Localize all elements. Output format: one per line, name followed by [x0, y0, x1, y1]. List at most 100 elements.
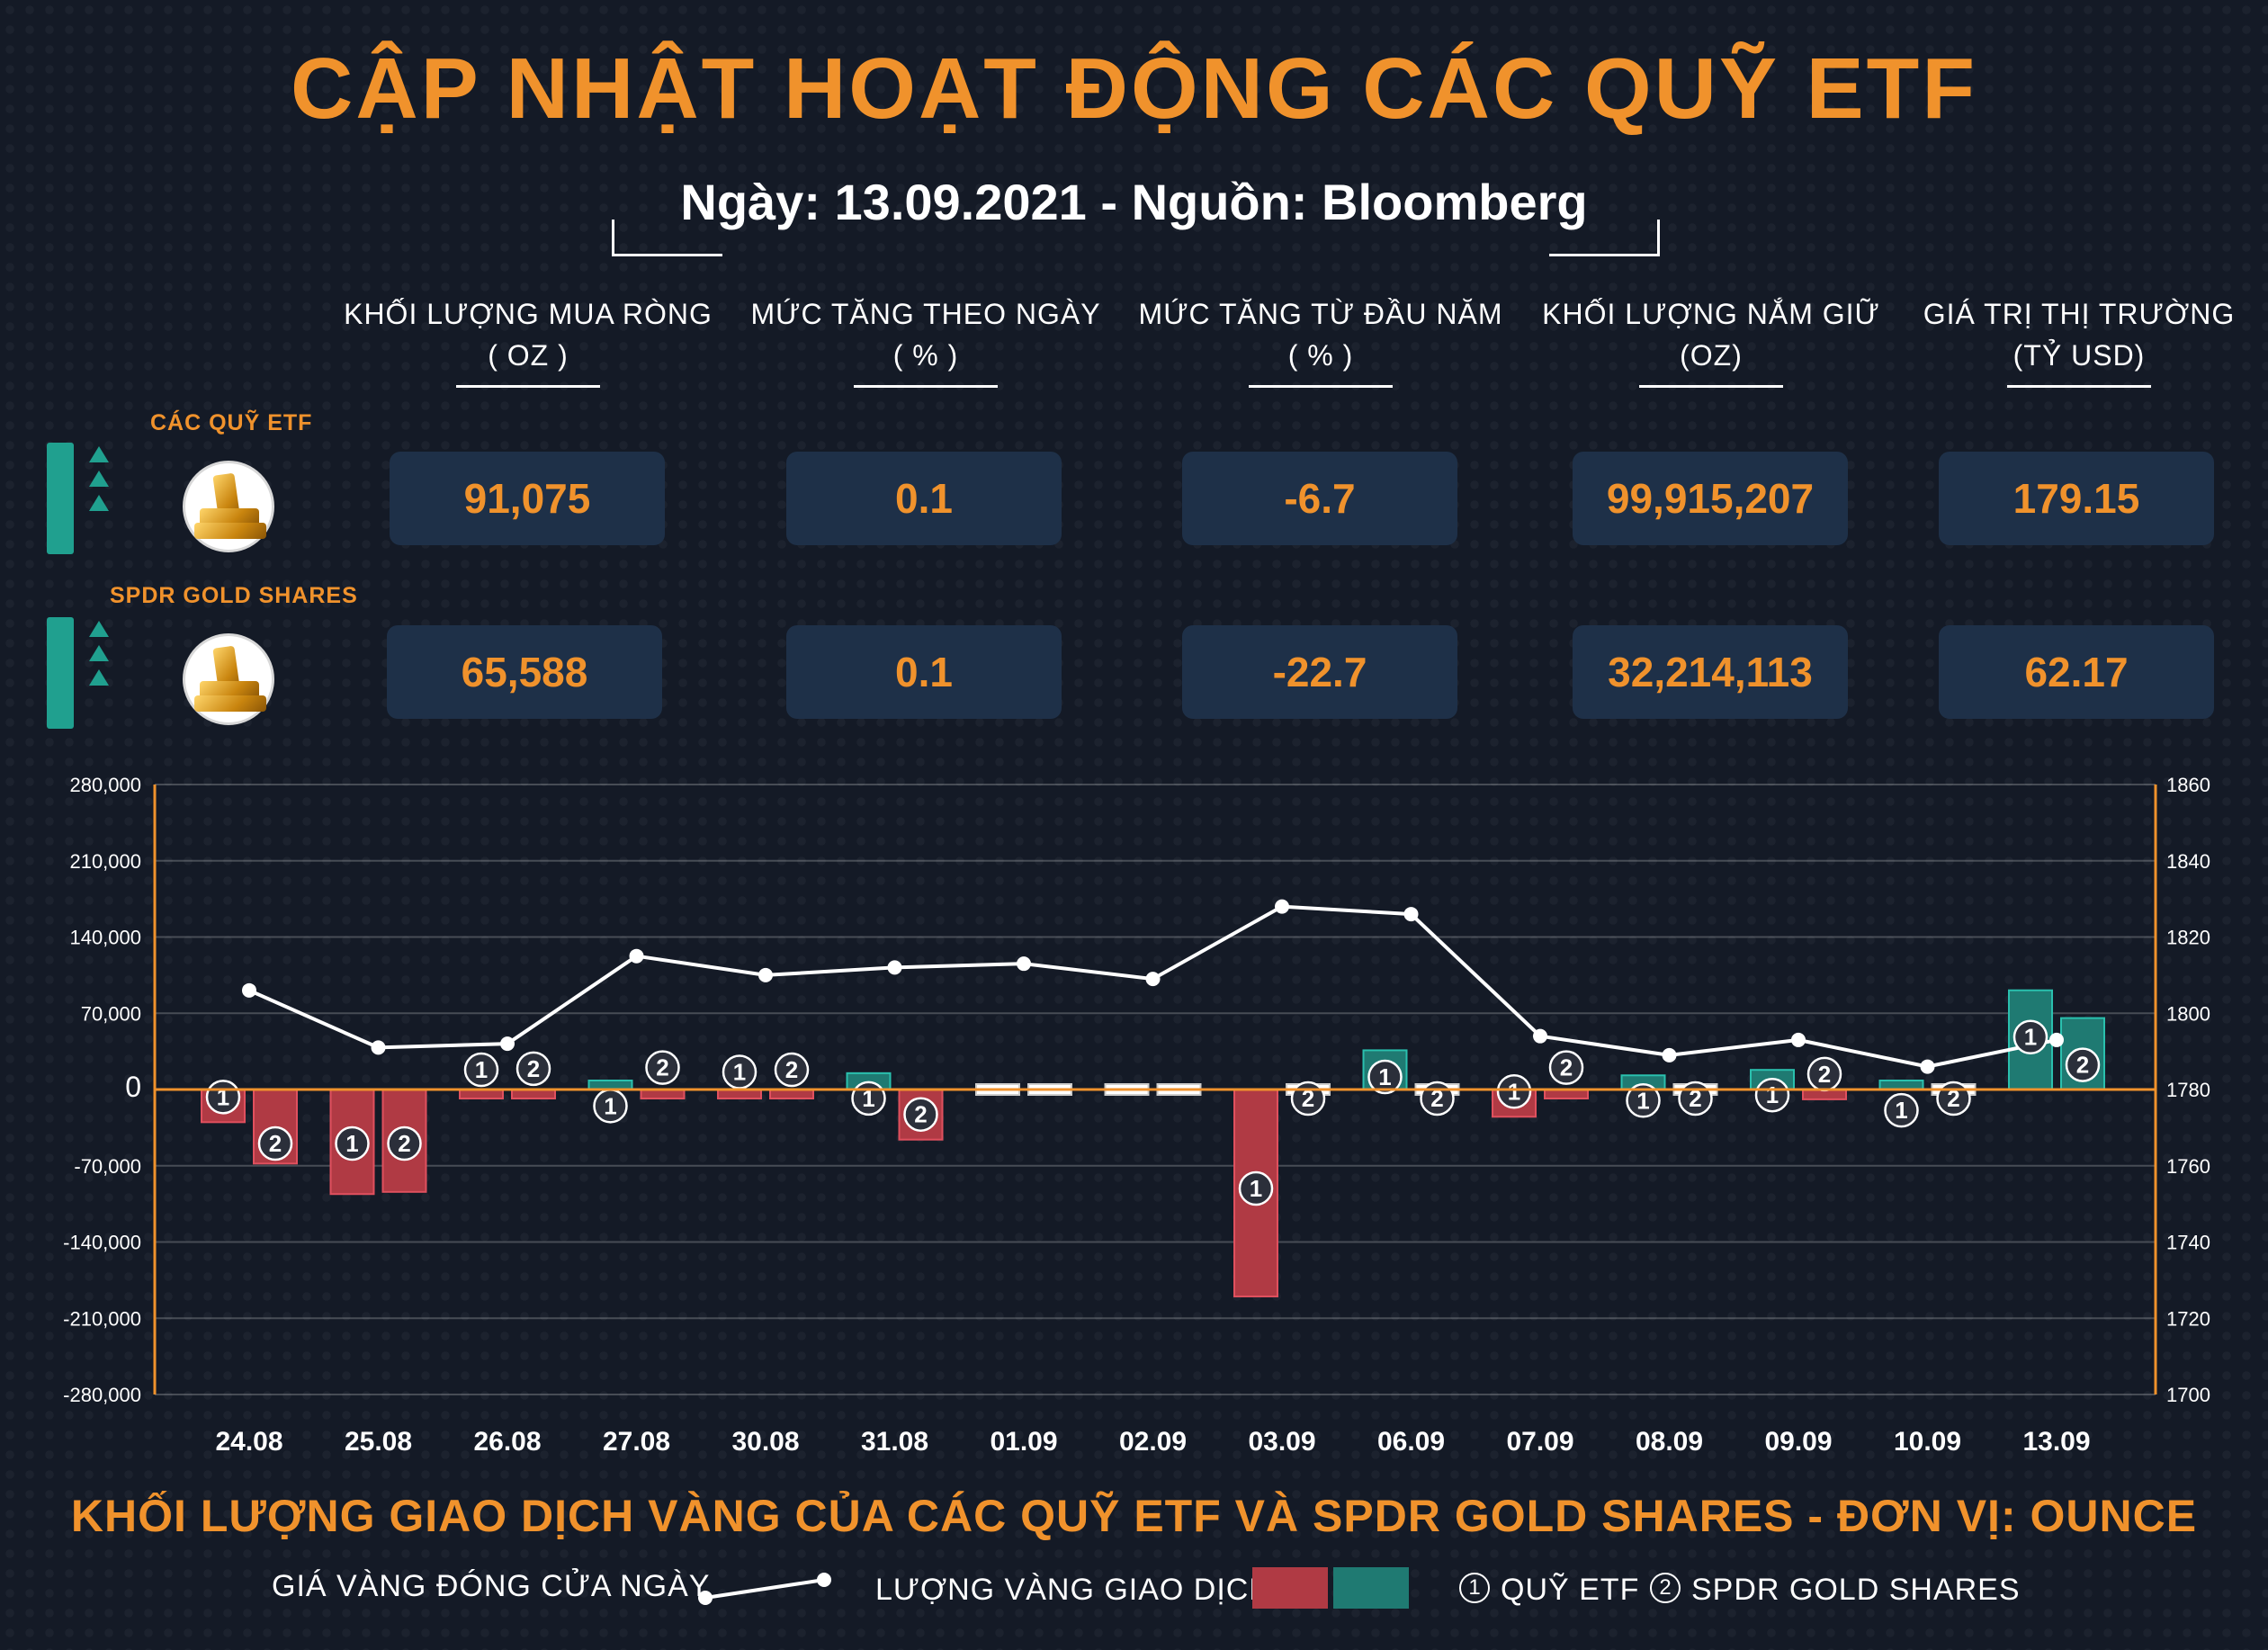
- column-header-line2: (TỶ USD): [2013, 339, 2146, 372]
- series-marker-circle: [2065, 1047, 2101, 1082]
- price-point: [371, 1040, 386, 1055]
- y-right-tick-label: 1780: [2166, 1079, 2210, 1101]
- series-marker-label: 1: [1895, 1097, 1907, 1124]
- series-marker-label: 2: [2076, 1052, 2089, 1079]
- series-marker-circle: [1367, 1059, 1403, 1095]
- price-point: [1533, 1028, 1547, 1044]
- x-tick-label: 25.08: [345, 1427, 412, 1457]
- y-left-tick-label: -210,000: [63, 1307, 141, 1330]
- series-marker-label: 2: [398, 1130, 410, 1157]
- gold-bar-icon: [183, 633, 274, 725]
- y-right-tick-label: 1720: [2166, 1307, 2210, 1330]
- legend-buy-swatch: [1333, 1567, 1409, 1609]
- value-box: -6.7: [1182, 452, 1457, 545]
- series-marker-circle: [1754, 1077, 1790, 1113]
- x-tick-label: 10.09: [1894, 1427, 1961, 1457]
- series-marker-label: 1: [862, 1085, 874, 1112]
- up-arrow-icon: [89, 669, 109, 686]
- up-arrow-icon: [89, 495, 109, 511]
- y-right-tick-label: 1800: [2166, 1002, 2210, 1025]
- value-box: 179.15: [1939, 452, 2214, 545]
- column-header-line2: (OZ): [1680, 339, 1743, 372]
- value-box: 65,588: [387, 625, 662, 719]
- series-marker-label: 1: [1508, 1078, 1520, 1105]
- up-arrow-icon: [89, 645, 109, 661]
- price-point: [242, 982, 256, 998]
- series-marker-circle: [463, 1052, 499, 1088]
- series-marker-label: 2: [1302, 1085, 1314, 1112]
- y-right-tick-label: 1760: [2166, 1155, 2210, 1178]
- chart-title: KHỐI LƯỢNG GIAO DỊCH VÀNG CỦA CÁC QUỸ ET…: [70, 1491, 2198, 1541]
- value-box: 99,915,207: [1573, 452, 1848, 545]
- column-header-line2: ( % ): [892, 339, 959, 372]
- column-header-market-value: GIÁ TRỊ THỊ TRƯỜNG (TỶ USD): [1881, 293, 2268, 388]
- series-marker-label: 1: [475, 1056, 488, 1083]
- series-marker-circle: [1496, 1074, 1532, 1109]
- column-header-ytd-change: MỨC TĂNG TỪ ĐẦU NĂM ( % ): [1123, 293, 1519, 388]
- series-marker-circle: [1548, 1050, 1584, 1085]
- price-point: [887, 960, 902, 975]
- price-point: [1145, 972, 1161, 987]
- page-subtitle: Ngày: 13.09.2021 - Nguồn: Bloomberg: [680, 174, 1588, 230]
- price-point: [1920, 1059, 1935, 1074]
- series-marker-circle: [335, 1125, 370, 1161]
- series-marker-label: 2: [527, 1055, 540, 1082]
- price-point: [500, 1036, 515, 1052]
- column-header-underline: [2007, 385, 2151, 388]
- series-marker-label: 2: [269, 1130, 282, 1157]
- series-marker-label: 1: [733, 1058, 746, 1085]
- series-marker-circle: [722, 1054, 757, 1090]
- y-left-tick-label: 70,000: [81, 1002, 141, 1025]
- price-point: [758, 967, 773, 982]
- row-label-etf: CÁC QUỸ ETF: [150, 410, 313, 435]
- column-header-line2: ( % ): [1287, 339, 1354, 372]
- legend-etf-label: QUỸ ETF: [1501, 1573, 1640, 1607]
- legend-price-label: GIÁ VÀNG ĐÓNG CỬA NGÀY: [272, 1569, 711, 1603]
- y-left-tick-label: -70,000: [74, 1155, 141, 1178]
- page-title: CẬP NHẬT HOẠT ĐỘNG CÁC QUỸ ETF: [291, 40, 1977, 137]
- y-right-tick-label: 1820: [2166, 927, 2210, 949]
- x-tick-label: 03.09: [1248, 1427, 1315, 1457]
- bar-indicator-icon: [47, 443, 74, 554]
- series-marker-label: 2: [785, 1056, 798, 1083]
- gold-bar-icon: [183, 461, 274, 552]
- price-line: [248, 904, 2057, 1069]
- x-tick-label: 13.09: [2022, 1427, 2090, 1457]
- x-tick-label: 01.09: [990, 1427, 1057, 1457]
- legend-line-icon: [698, 1573, 831, 1605]
- y-right-tick-label: 1740: [2166, 1232, 2210, 1254]
- x-tick-label: 31.08: [861, 1427, 928, 1457]
- legend-spdr-label: SPDR GOLD SHARES: [1691, 1573, 2021, 1607]
- y-left-tick-label: 280,000: [69, 774, 141, 796]
- etf-volume-chart: 1 1 1 1 1 1 1 1 1 1 1 1 1 2 2 2 2 2 2 2 2 2 2 2 2 2 280,000 210,00…: [63, 774, 2210, 1457]
- value-box: 0.1: [786, 625, 1062, 719]
- up-arrow-icon: [89, 621, 109, 637]
- value-box: 91,075: [390, 452, 665, 545]
- series-marker-label: 2: [656, 1054, 668, 1081]
- series-marker-label: 1: [1378, 1063, 1391, 1090]
- y-left-tick-label: -280,000: [63, 1384, 141, 1406]
- x-tick-label: 07.09: [1506, 1427, 1573, 1457]
- price-point: [1275, 899, 1289, 914]
- y-left-tick-label: 0: [125, 1071, 141, 1103]
- price-point: [1662, 1047, 1677, 1063]
- value-box: 0.1: [786, 452, 1062, 545]
- up-arrow-icon: [89, 471, 109, 487]
- x-tick-label: 24.08: [215, 1427, 282, 1457]
- series-marker-circle: [1238, 1170, 1274, 1206]
- value-box: 32,214,113: [1573, 625, 1848, 719]
- series-marker-circle: [774, 1052, 810, 1088]
- x-tick-label: 08.09: [1636, 1427, 1703, 1457]
- column-header-underline: [854, 385, 998, 388]
- price-point: [629, 948, 644, 964]
- price-point: [2049, 1032, 2064, 1047]
- legend-volume-label: LƯỢNG VÀNG GIAO DỊCH: [875, 1573, 1272, 1607]
- column-header-line2: ( OZ ): [488, 339, 569, 372]
- series-marker-circle: [515, 1051, 551, 1087]
- series-marker-circle: [387, 1125, 422, 1161]
- y-left-tick-label: 210,000: [69, 850, 141, 873]
- series-marker-label: 1: [2024, 1024, 2037, 1051]
- price-point: [1403, 907, 1419, 922]
- column-header-line1: MỨC TĂNG THEO NGÀY: [750, 298, 1101, 330]
